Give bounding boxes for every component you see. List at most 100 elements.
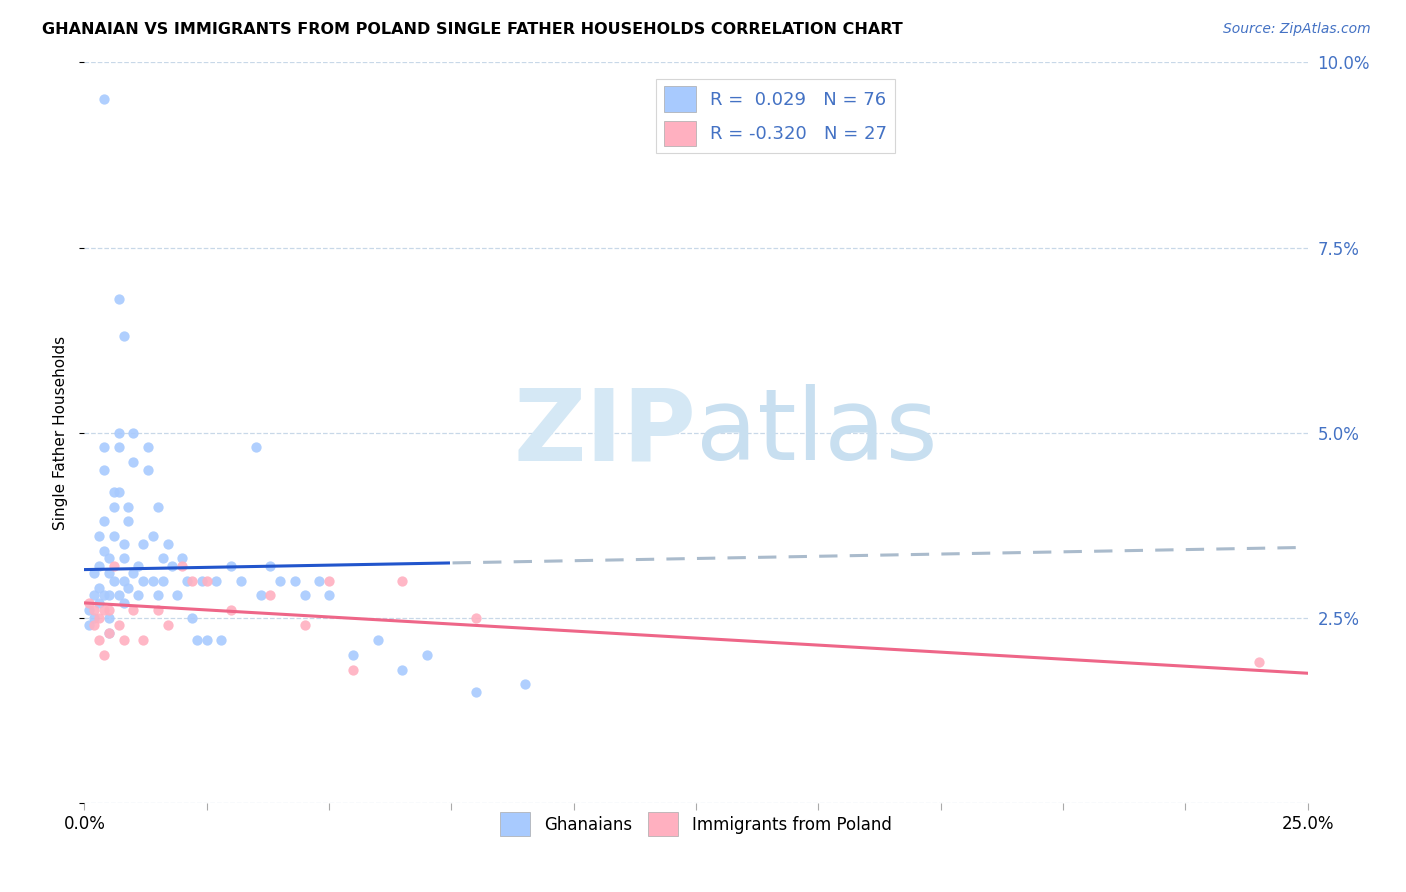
Point	[284, 574, 307, 588]
Point	[107, 293, 129, 307]
Point	[103, 574, 125, 588]
Point	[195, 632, 218, 647]
Point	[146, 500, 169, 514]
Point	[93, 462, 115, 476]
Point	[83, 589, 105, 603]
Point	[156, 536, 179, 550]
Point	[318, 574, 340, 588]
Point	[107, 441, 129, 455]
Point	[107, 589, 129, 603]
Point	[77, 618, 100, 632]
Point	[97, 566, 120, 581]
Point	[464, 685, 486, 699]
Point	[172, 551, 194, 566]
Point	[97, 625, 120, 640]
Point	[342, 663, 364, 677]
Point	[132, 536, 155, 550]
Point	[103, 500, 125, 514]
Point	[391, 663, 413, 677]
Point	[103, 529, 125, 543]
Point	[367, 632, 389, 647]
Point	[342, 648, 364, 662]
Point	[1247, 655, 1270, 669]
Point	[83, 618, 105, 632]
Point	[245, 441, 267, 455]
Text: atlas: atlas	[696, 384, 938, 481]
Point	[83, 610, 105, 624]
Point	[308, 574, 330, 588]
Point	[87, 581, 110, 595]
Point	[107, 618, 129, 632]
Point	[172, 558, 194, 573]
Point	[87, 558, 110, 573]
Point	[391, 574, 413, 588]
Point	[103, 558, 125, 573]
Point	[93, 544, 115, 558]
Point	[152, 574, 174, 588]
Y-axis label: Single Father Households: Single Father Households	[53, 335, 69, 530]
Point	[112, 632, 135, 647]
Point	[152, 551, 174, 566]
Point	[464, 610, 486, 624]
Point	[318, 589, 340, 603]
Point	[77, 603, 100, 617]
Point	[93, 603, 115, 617]
Text: GHANAIAN VS IMMIGRANTS FROM POLAND SINGLE FATHER HOUSEHOLDS CORRELATION CHART: GHANAIAN VS IMMIGRANTS FROM POLAND SINGL…	[42, 22, 903, 37]
Legend: Ghanaians, Immigrants from Poland: Ghanaians, Immigrants from Poland	[494, 805, 898, 843]
Point	[87, 632, 110, 647]
Point	[127, 589, 149, 603]
Point	[195, 574, 218, 588]
Point	[127, 558, 149, 573]
Point	[166, 589, 188, 603]
Point	[181, 574, 204, 588]
Point	[181, 610, 204, 624]
Point	[87, 610, 110, 624]
Point	[294, 589, 316, 603]
Point	[142, 529, 165, 543]
Point	[219, 603, 242, 617]
Point	[259, 558, 281, 573]
Point	[416, 648, 439, 662]
Point	[132, 574, 155, 588]
Point	[294, 618, 316, 632]
Point	[142, 574, 165, 588]
Point	[146, 589, 169, 603]
Point	[136, 462, 159, 476]
Point	[122, 603, 145, 617]
Point	[117, 515, 139, 529]
Point	[249, 589, 271, 603]
Point	[83, 603, 105, 617]
Point	[117, 500, 139, 514]
Point	[87, 529, 110, 543]
Point	[186, 632, 208, 647]
Point	[122, 425, 145, 440]
Point	[146, 603, 169, 617]
Point	[156, 618, 179, 632]
Point	[162, 558, 184, 573]
Point	[97, 625, 120, 640]
Point	[112, 536, 135, 550]
Point	[176, 574, 198, 588]
Point	[205, 574, 228, 588]
Point	[229, 574, 252, 588]
Point	[259, 589, 281, 603]
Point	[513, 677, 536, 691]
Point	[107, 484, 129, 499]
Point	[93, 515, 115, 529]
Point	[209, 632, 232, 647]
Point	[77, 596, 100, 610]
Text: Source: ZipAtlas.com: Source: ZipAtlas.com	[1223, 22, 1371, 37]
Point	[112, 329, 135, 343]
Point	[117, 581, 139, 595]
Point	[107, 425, 129, 440]
Point	[97, 551, 120, 566]
Text: ZIP: ZIP	[513, 384, 696, 481]
Point	[103, 484, 125, 499]
Point	[93, 92, 115, 106]
Point	[122, 455, 145, 469]
Point	[191, 574, 214, 588]
Point	[136, 441, 159, 455]
Point	[132, 632, 155, 647]
Point	[122, 566, 145, 581]
Point	[112, 551, 135, 566]
